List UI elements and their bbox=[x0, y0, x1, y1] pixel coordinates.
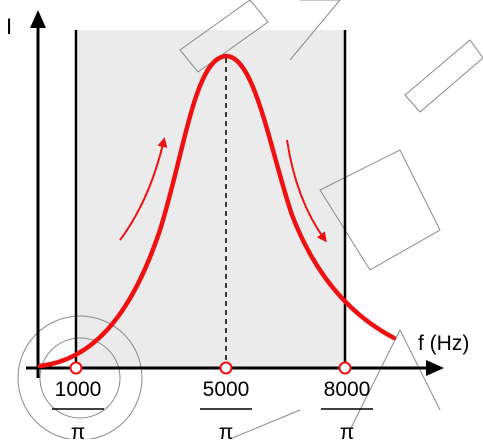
watermark-letter-i bbox=[404, 39, 483, 113]
tick-numerator-5000: 5000 bbox=[203, 378, 250, 401]
watermark-stroke-b bbox=[229, 409, 301, 440]
watermark-letter-t bbox=[179, 0, 269, 73]
watermark-circle-inner bbox=[39, 337, 121, 419]
resonance-curve bbox=[37, 53, 397, 369]
tick-marker-1000 bbox=[69, 361, 83, 375]
watermark-letter-slash bbox=[289, 0, 341, 61]
tick-denominator-8000: π bbox=[340, 421, 355, 439]
watermark-stroke-a bbox=[349, 328, 441, 431]
falling-direction-arrow bbox=[286, 139, 327, 243]
rising-direction-arrow bbox=[119, 137, 168, 241]
tick-denominator-1000: π bbox=[71, 421, 86, 439]
x-axis-arrowhead bbox=[426, 360, 444, 376]
tick-marker-5000 bbox=[219, 361, 233, 375]
watermark-letter-a bbox=[319, 149, 441, 271]
tick-numerator-8000: 8000 bbox=[324, 378, 371, 401]
tick-numerator-1000: 1000 bbox=[55, 378, 102, 401]
x-axis-label: f (Hz) bbox=[418, 332, 469, 355]
tick-marker-8000 bbox=[338, 361, 352, 375]
y-axis-label: I bbox=[6, 14, 12, 39]
y-axis-arrowhead bbox=[30, 10, 46, 28]
tick-denominator-5000: π bbox=[219, 421, 234, 439]
